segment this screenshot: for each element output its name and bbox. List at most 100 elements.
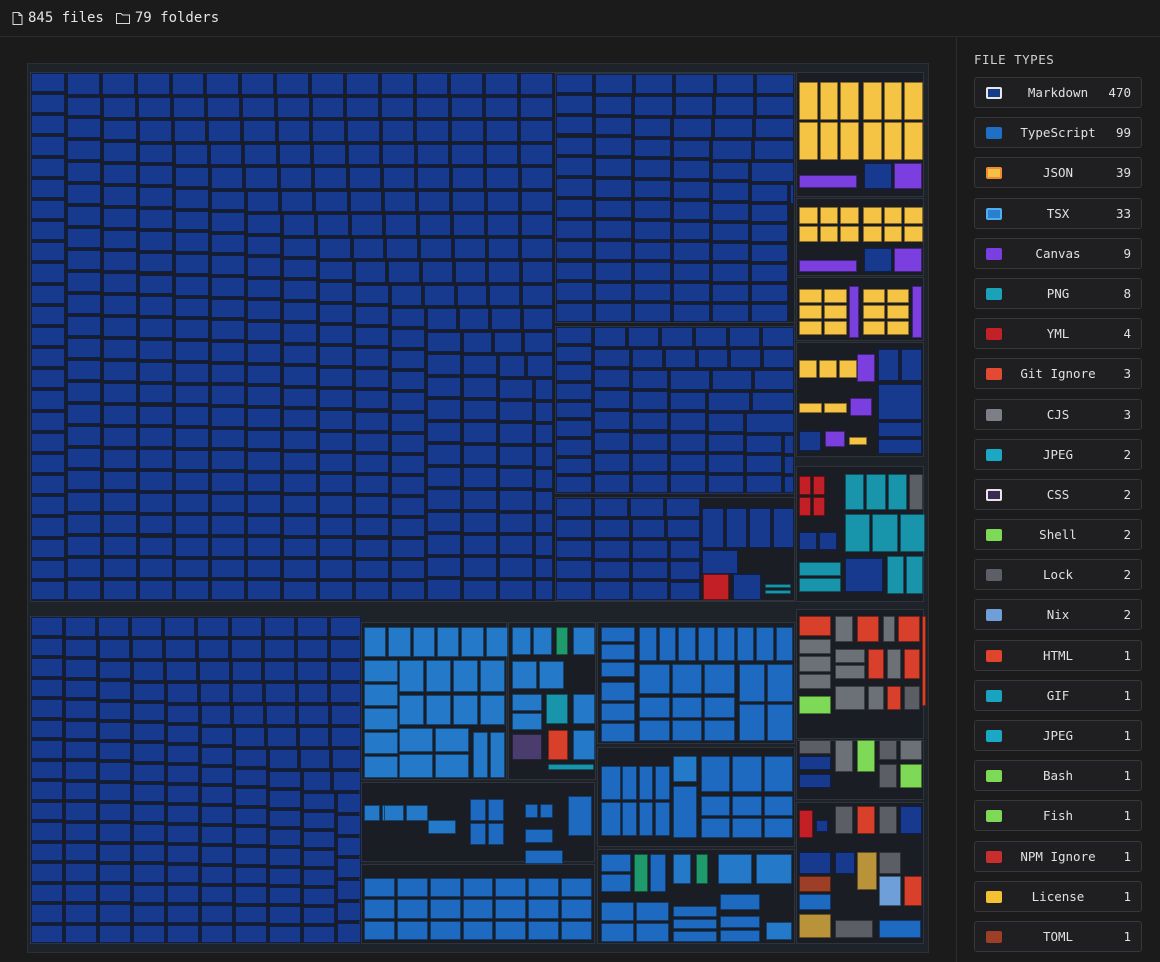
markdown-file[interactable]	[319, 367, 353, 387]
lock-file[interactable]	[909, 474, 923, 510]
markdown-file[interactable]	[427, 421, 461, 443]
markdown-file[interactable]	[139, 361, 173, 382]
markdown-file[interactable]	[355, 432, 389, 452]
markdown-file[interactable]	[487, 237, 520, 259]
markdown-file[interactable]	[133, 783, 165, 802]
legend-item[interactable]: YML 4	[974, 318, 1142, 350]
file-tile[interactable]	[824, 321, 847, 335]
markdown-file[interactable]	[355, 559, 389, 579]
tsx-file[interactable]	[453, 660, 478, 692]
markdown-file[interactable]	[632, 474, 668, 493]
file-tile[interactable]	[799, 305, 822, 319]
markdown-file[interactable]	[355, 453, 389, 473]
markdown-file[interactable]	[299, 727, 329, 747]
tsx-file[interactable]	[539, 661, 564, 689]
typescript-file[interactable]	[495, 899, 527, 919]
typescript-file[interactable]	[720, 916, 760, 928]
tsx-file[interactable]	[718, 854, 752, 884]
markdown-file[interactable]	[235, 749, 267, 767]
markdown-file[interactable]	[499, 512, 533, 533]
markdown-file[interactable]	[499, 378, 533, 399]
gitignore-file[interactable]	[904, 876, 922, 906]
file-tile[interactable]	[878, 349, 899, 381]
markdown-file[interactable]	[137, 96, 171, 118]
markdown-file[interactable]	[31, 284, 65, 304]
typescript-file[interactable]	[639, 720, 670, 741]
markdown-file[interactable]	[167, 865, 199, 883]
typescript-file[interactable]	[732, 818, 762, 838]
markdown-file[interactable]	[283, 258, 317, 279]
legend-item[interactable]: JPEG 1	[974, 720, 1142, 751]
cjs-file[interactable]	[835, 649, 865, 663]
markdown-file[interactable]	[535, 490, 553, 512]
file-tile[interactable]	[799, 225, 818, 242]
png-file[interactable]	[845, 514, 871, 552]
file-tile[interactable]	[849, 437, 867, 445]
markdown-file[interactable]	[283, 237, 317, 257]
markdown-file[interactable]	[232, 683, 263, 703]
markdown-file[interactable]	[277, 120, 311, 142]
markdown-file[interactable]	[595, 220, 632, 240]
canvas-file[interactable]	[857, 354, 875, 382]
markdown-file[interactable]	[535, 579, 553, 600]
markdown-file[interactable]	[133, 884, 165, 903]
file-tile[interactable]	[863, 321, 885, 335]
markdown-file[interactable]	[419, 214, 451, 236]
legend-item[interactable]: Git Ignore 3	[974, 358, 1142, 390]
markdown-file[interactable]	[31, 475, 65, 495]
markdown-file[interactable]	[211, 580, 245, 600]
markdown-file[interactable]	[247, 364, 281, 385]
markdown-file[interactable]	[31, 326, 65, 347]
markdown-file[interactable]	[319, 431, 353, 451]
markdown-file[interactable]	[486, 167, 519, 189]
markdown-file[interactable]	[31, 559, 65, 579]
markdown-file[interactable]	[595, 137, 632, 157]
markdown-file[interactable]	[380, 73, 414, 95]
canvas-file[interactable]	[912, 286, 922, 338]
markdown-file[interactable]	[211, 342, 245, 362]
markdown-file[interactable]	[65, 700, 97, 719]
markdown-file[interactable]	[101, 73, 135, 95]
gitignore-file[interactable]	[857, 616, 879, 642]
markdown-file[interactable]	[355, 475, 389, 495]
tsx-file[interactable]	[364, 684, 398, 706]
markdown-file[interactable]	[751, 244, 788, 262]
markdown-file[interactable]	[175, 167, 209, 187]
typescript-file[interactable]	[622, 766, 637, 800]
file-tile[interactable]	[816, 820, 828, 832]
tsx-file[interactable]	[399, 660, 424, 692]
markdown-file[interactable]	[487, 214, 519, 236]
markdown-file[interactable]	[319, 410, 353, 430]
markdown-file[interactable]	[319, 495, 353, 515]
markdown-file[interactable]	[283, 301, 317, 322]
markdown-file[interactable]	[673, 283, 710, 302]
markdown-file[interactable]	[355, 261, 387, 283]
legend-item[interactable]: HTML 1	[974, 639, 1142, 671]
markdown-file[interactable]	[303, 793, 335, 810]
markdown-file[interactable]	[235, 866, 267, 885]
markdown-file[interactable]	[451, 120, 484, 142]
markdown-file[interactable]	[264, 639, 295, 659]
markdown-file[interactable]	[499, 490, 533, 511]
typescript-file[interactable]	[704, 720, 735, 741]
markdown-file[interactable]	[269, 906, 301, 924]
markdown-file[interactable]	[103, 141, 137, 162]
markdown-file[interactable]	[31, 801, 63, 820]
markdown-file[interactable]	[31, 517, 65, 537]
markdown-file[interactable]	[172, 96, 206, 118]
markdown-file[interactable]	[751, 264, 788, 282]
markdown-file[interactable]	[670, 391, 706, 411]
markdown-file[interactable]	[31, 221, 65, 241]
png-file[interactable]	[845, 474, 865, 510]
markdown-file[interactable]	[175, 210, 209, 231]
markdown-file[interactable]	[695, 327, 727, 347]
markdown-file[interactable]	[241, 73, 275, 95]
typescript-file[interactable]	[655, 802, 670, 836]
markdown-file[interactable]	[355, 305, 389, 325]
markdown-file[interactable]	[416, 120, 449, 142]
markdown-file[interactable]	[65, 822, 97, 841]
markdown-file[interactable]	[784, 456, 794, 474]
markdown-file[interactable]	[329, 617, 361, 637]
markdown-file[interactable]	[167, 785, 199, 803]
markdown-file[interactable]	[455, 261, 487, 283]
